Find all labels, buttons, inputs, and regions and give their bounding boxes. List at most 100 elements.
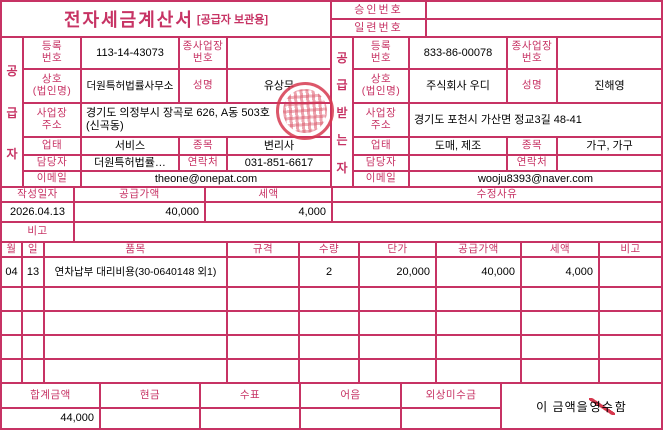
invoice-title-sub: [공급자 보관용] [196,14,269,26]
revision-reason-label: 수정사유 [476,188,518,200]
total-amount-label: 합계금액 [2,384,101,407]
supplier-regno-label: 등록 번호 [24,38,82,68]
empty-cell [437,336,522,358]
total-amounts-block: 합계금액 현금 수표 어음 외상미수금 44,000 [2,384,502,428]
buyer-biztype-row: 업태 도매, 제조 종목 가구, 가구 [354,138,661,156]
serial-number-row: 일련번호 [332,20,661,36]
supplier-vertical-char: 급 [6,105,18,120]
party-section: 공 급 자 등록 번호 113-14-43073 종사업장 번호 상호 (법인명… [2,38,661,188]
supplier-address-value: 경기도 의정부시 장곡로 626, A동 503호 (신곡동) [86,107,270,132]
supplier-ceo-label: 성명 [180,70,228,102]
buyer-block: 공 급 받 는 자 등록 번호 833-86-00078 종사업장 번호 상호 … [332,38,661,186]
buyer-email-row: 이메일 wooju8393@naver.com [354,172,661,186]
supplier-contact-label: 담당자 [24,156,82,170]
supplier-bizitem-value: 변리사 [263,139,295,152]
supplier-subbiz-value [228,38,330,68]
buyer-biztype-label: 업태 [354,138,410,154]
buyer-regno-row: 등록 번호 833-86-00078 종사업장 번호 [354,38,661,70]
supply-amount-label: 공급가액 [75,188,206,201]
buyer-bizitem-label: 종목 [508,138,558,154]
buyer-contact-row: 담당자 연락처 [354,156,661,172]
empty-item-row [2,360,661,382]
approval-number-label: 승인번호 [332,2,427,18]
supplier-contact-row: 담당자 더원특허법률… 연락처 031-851-6617 [24,156,330,172]
empty-cell [360,288,437,310]
empty-cell [228,336,300,358]
item-row: 04 13 연차납부 대리비용(30-0640148 외1) 2 20,000 … [2,258,661,288]
total-amount-value: 44,000 [2,409,101,428]
empty-cell [522,312,600,334]
item-unitprice-value: 20,000 [360,258,437,286]
item-spec-value [228,258,300,286]
cash-value [101,409,201,428]
issue-date-label: 작성일자 [2,188,75,201]
empty-cell [437,312,522,334]
buyer-subbiz-value [558,38,661,68]
summary-value-row: 2026.04.13 40,000 4,000 [2,203,661,223]
supplier-company-value: 더원특허법률사무소 [82,70,180,102]
title-row: 전자세금계산서 [공급자 보관용] 승인번호 일련번호 [2,2,661,38]
check-label: 수표 [201,384,301,407]
empty-cell [300,288,360,310]
receipt-statement: 이 금액을 영수 함 [502,384,661,428]
empty-cell [23,336,45,358]
cash-label: 현금 [101,384,201,407]
supplier-biztype-label: 업태 [24,138,82,154]
supplier-block: 공 급 자 등록 번호 113-14-43073 종사업장 번호 상호 (법인명… [2,38,332,186]
empty-cell [437,360,522,382]
empty-cell [23,360,45,382]
empty-cell [600,360,661,382]
empty-cell [360,360,437,382]
empty-cell [228,288,300,310]
buyer-address-row: 사업장 주소 경기도 포천시 가산면 정교3길 48-41 [354,104,661,138]
serial-number-label: 일련번호 [332,20,427,36]
supplier-phone-label: 연락처 [180,156,228,170]
empty-cell [2,288,23,310]
receipt-statement-suffix: 함 [614,399,627,414]
buyer-vertical-char: 급 [336,78,348,92]
empty-item-row [2,336,661,360]
buyer-subbiz-label: 종사업장 번호 [508,38,558,68]
buyer-email-label: 이메일 [354,172,410,186]
bill-label: 어음 [301,384,402,407]
empty-cell [228,312,300,334]
total-header-row: 합계금액 현금 수표 어음 외상미수금 [2,384,502,409]
approval-number-value [427,2,661,18]
empty-item-row [2,288,661,312]
empty-cell [23,288,45,310]
item-spec-header: 규격 [228,243,300,256]
supplier-phone-value: 031-851-6617 [244,156,314,169]
items-section: 월 일 품목 규격 수량 단가 공급가액 세액 비고 04 13 연차납부 대리… [2,243,661,384]
supplier-email-row: 이메일 theone@onepat.com [24,172,330,186]
item-note-value [600,258,661,286]
empty-cell [300,336,360,358]
empty-cell [522,360,600,382]
empty-cell [437,288,522,310]
buyer-address-value: 경기도 포천시 가산면 정교3길 48-41 [414,113,582,126]
buyer-email-value: wooju8393@naver.com [477,172,594,185]
item-month-value: 04 [2,258,23,286]
supplier-vertical-label: 공 급 자 [2,38,24,186]
total-section: 합계금액 현금 수표 어음 외상미수금 44,000 이 금액을 영수 함 [2,384,661,428]
note-value [75,223,661,241]
empty-cell [522,288,600,310]
buyer-rows: 등록 번호 833-86-00078 종사업장 번호 상호 (법인명) 주식회사… [354,38,661,186]
buyer-phone-value [558,156,661,170]
item-qty-value: 2 [300,258,360,286]
empty-item-row [2,312,661,336]
supplier-email-label: 이메일 [24,172,82,186]
receipt-statement-prefix: 이 금액을 [536,399,589,414]
empty-cell [228,360,300,382]
empty-cell [45,288,228,310]
buyer-contact-label: 담당자 [354,156,410,170]
buyer-vertical-char: 는 [336,133,348,147]
supplier-company-label: 상호 (법인명) [24,70,82,102]
empty-cell [45,312,228,334]
buyer-biztype-value: 도매, 제조 [410,138,508,154]
buyer-contact-value [410,156,508,170]
item-supply-value: 40,000 [437,258,522,286]
note-row: 비고 [2,223,661,241]
tax-amount-label: 세액 [206,188,333,201]
supplier-contact-value: 더원특허법률… [82,156,180,170]
buyer-ceo-value: 진해영 [594,79,625,92]
